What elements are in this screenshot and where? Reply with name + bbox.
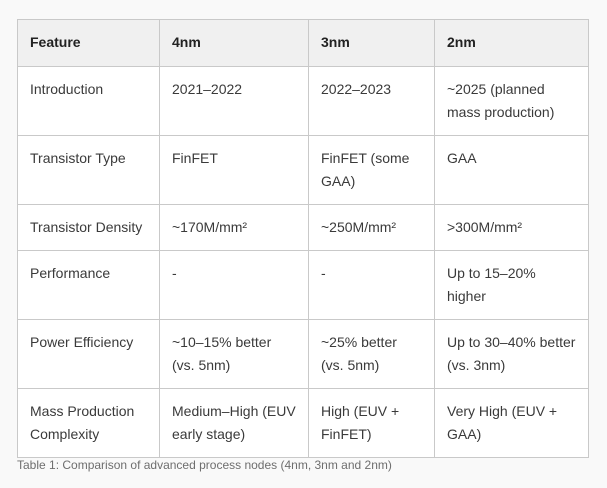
cell-feature: Mass Production Complexity: [17, 388, 160, 458]
table-caption: Table 1: Comparison of advanced process …: [17, 458, 392, 472]
cell-4nm: -: [159, 250, 309, 320]
cell-4nm: ~170M/mm²: [159, 204, 309, 251]
cell-2nm: Very High (EUV + GAA): [434, 388, 589, 458]
header-3nm: 3nm: [308, 19, 435, 67]
cell-3nm: High (EUV + FinFET): [308, 388, 435, 458]
header-4nm: 4nm: [159, 19, 309, 67]
cell-2nm: GAA: [434, 135, 589, 205]
cell-feature: Transistor Type: [17, 135, 160, 205]
table-row-mass-production-complexity: Mass Production Complexity Medium–High (…: [17, 388, 589, 458]
table-row-introduction: Introduction 2021–2022 2022–2023 ~2025 (…: [17, 66, 589, 136]
table-row-transistor-type: Transistor Type FinFET FinFET (some GAA)…: [17, 135, 589, 205]
table-header-row: Feature 4nm 3nm 2nm: [17, 19, 589, 67]
cell-3nm: 2022–2023: [308, 66, 435, 136]
table-row-performance: Performance - - Up to 15–20% higher: [17, 250, 589, 320]
cell-3nm: ~25% better (vs. 5nm): [308, 319, 435, 389]
cell-3nm: ~250M/mm²: [308, 204, 435, 251]
cell-2nm: >300M/mm²: [434, 204, 589, 251]
cell-feature: Power Efficiency: [17, 319, 160, 389]
header-2nm: 2nm: [434, 19, 589, 67]
header-feature: Feature: [17, 19, 160, 67]
table-row-power-efficiency: Power Efficiency ~10–15% better (vs. 5nm…: [17, 319, 589, 389]
cell-4nm: 2021–2022: [159, 66, 309, 136]
comparison-table: Feature 4nm 3nm 2nm Introduction 2021–20…: [17, 19, 589, 458]
table-row-transistor-density: Transistor Density ~170M/mm² ~250M/mm² >…: [17, 204, 589, 251]
cell-2nm: ~2025 (planned mass production): [434, 66, 589, 136]
cell-feature: Introduction: [17, 66, 160, 136]
cell-4nm: Medium–High (EUV early stage): [159, 388, 309, 458]
cell-feature: Transistor Density: [17, 204, 160, 251]
cell-4nm: ~10–15% better (vs. 5nm): [159, 319, 309, 389]
cell-3nm: FinFET (some GAA): [308, 135, 435, 205]
cell-3nm: -: [308, 250, 435, 320]
cell-2nm: Up to 15–20% higher: [434, 250, 589, 320]
cell-4nm: FinFET: [159, 135, 309, 205]
cell-2nm: Up to 30–40% better (vs. 3nm): [434, 319, 589, 389]
cell-feature: Performance: [17, 250, 160, 320]
